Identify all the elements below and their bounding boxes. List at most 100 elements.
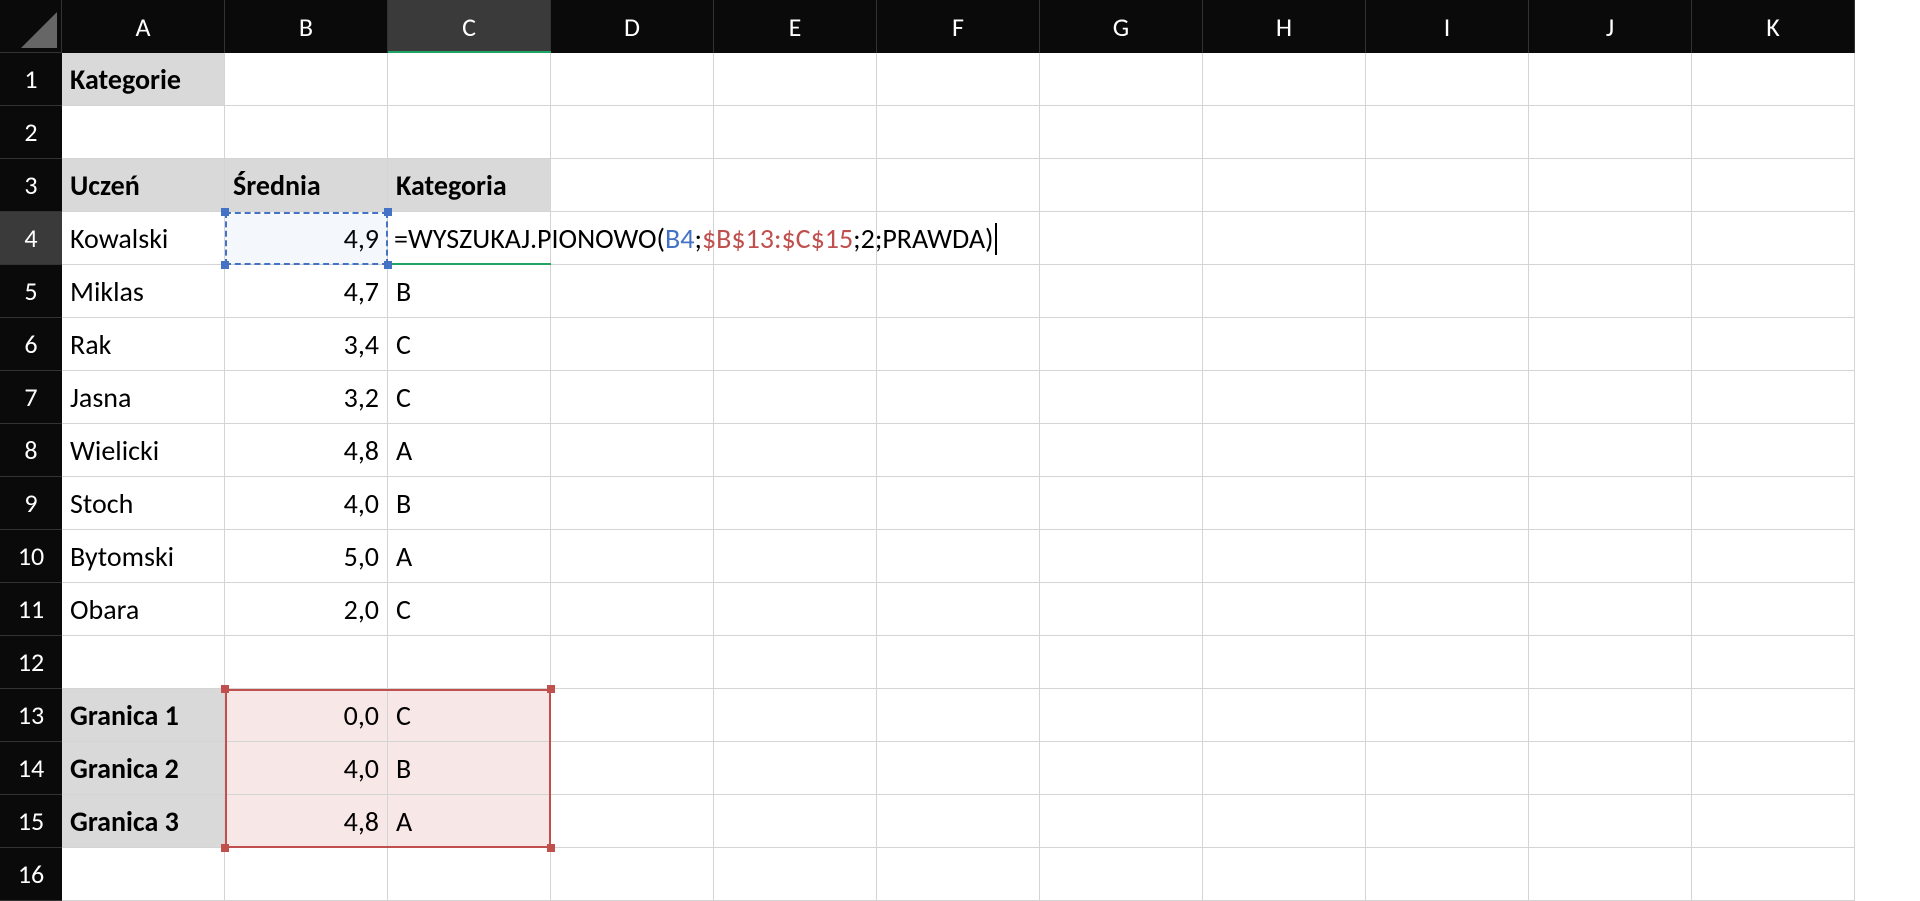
- cell-j9[interactable]: [1529, 477, 1692, 530]
- cell-k5[interactable]: [1692, 265, 1855, 318]
- cell-i12[interactable]: [1366, 636, 1529, 689]
- cell-j7[interactable]: [1529, 371, 1692, 424]
- cell-i16[interactable]: [1366, 848, 1529, 901]
- cell-a13[interactable]: Granica 1: [62, 689, 225, 742]
- col-header-k[interactable]: K: [1692, 0, 1855, 53]
- cell-g8[interactable]: [1040, 424, 1203, 477]
- cell-a9[interactable]: Stoch: [62, 477, 225, 530]
- cell-j8[interactable]: [1529, 424, 1692, 477]
- cell-d7[interactable]: [551, 371, 714, 424]
- cell-f5[interactable]: [877, 265, 1040, 318]
- cell-a10[interactable]: Bytomski: [62, 530, 225, 583]
- cell-b11[interactable]: 2,0: [225, 583, 388, 636]
- row-header-3[interactable]: 3: [0, 159, 62, 212]
- cell-k14[interactable]: [1692, 742, 1855, 795]
- cell-k6[interactable]: [1692, 318, 1855, 371]
- cell-j13[interactable]: [1529, 689, 1692, 742]
- cell-i10[interactable]: [1366, 530, 1529, 583]
- cell-k11[interactable]: [1692, 583, 1855, 636]
- cell-j6[interactable]: [1529, 318, 1692, 371]
- cell-a7[interactable]: Jasna: [62, 371, 225, 424]
- col-header-j[interactable]: J: [1529, 0, 1692, 53]
- cell-h4[interactable]: [1203, 212, 1366, 265]
- cell-e2[interactable]: [714, 106, 877, 159]
- cell-c15[interactable]: A: [388, 795, 551, 848]
- cell-e13[interactable]: [714, 689, 877, 742]
- cell-f9[interactable]: [877, 477, 1040, 530]
- col-header-e[interactable]: E: [714, 0, 877, 53]
- cell-b2[interactable]: [225, 106, 388, 159]
- col-header-b[interactable]: B: [225, 0, 388, 53]
- cell-h5[interactable]: [1203, 265, 1366, 318]
- cell-e8[interactable]: [714, 424, 877, 477]
- row-header-5[interactable]: 5: [0, 265, 62, 318]
- cell-i13[interactable]: [1366, 689, 1529, 742]
- cell-h15[interactable]: [1203, 795, 1366, 848]
- row-header-1[interactable]: 1: [0, 53, 62, 106]
- select-all-corner[interactable]: [0, 0, 62, 53]
- cell-e3[interactable]: [714, 159, 877, 212]
- cell-e7[interactable]: [714, 371, 877, 424]
- cell-h10[interactable]: [1203, 530, 1366, 583]
- cell-a11[interactable]: Obara: [62, 583, 225, 636]
- cell-b7[interactable]: 3,2: [225, 371, 388, 424]
- cell-c5[interactable]: B: [388, 265, 551, 318]
- cell-h1[interactable]: [1203, 53, 1366, 106]
- cell-i2[interactable]: [1366, 106, 1529, 159]
- cell-f6[interactable]: [877, 318, 1040, 371]
- cell-e12[interactable]: [714, 636, 877, 689]
- cell-c11[interactable]: C: [388, 583, 551, 636]
- cell-k8[interactable]: [1692, 424, 1855, 477]
- cell-c4[interactable]: [388, 212, 551, 265]
- cell-a14[interactable]: Granica 2: [62, 742, 225, 795]
- cell-f7[interactable]: [877, 371, 1040, 424]
- cell-a16[interactable]: [62, 848, 225, 901]
- cell-c13[interactable]: C: [388, 689, 551, 742]
- cell-j5[interactable]: [1529, 265, 1692, 318]
- range-handle[interactable]: [221, 208, 229, 216]
- cell-k2[interactable]: [1692, 106, 1855, 159]
- cell-h6[interactable]: [1203, 318, 1366, 371]
- cell-c10[interactable]: A: [388, 530, 551, 583]
- cell-h16[interactable]: [1203, 848, 1366, 901]
- cell-g10[interactable]: [1040, 530, 1203, 583]
- cell-h12[interactable]: [1203, 636, 1366, 689]
- cell-g3[interactable]: [1040, 159, 1203, 212]
- cell-k9[interactable]: [1692, 477, 1855, 530]
- row-header-13[interactable]: 13: [0, 689, 62, 742]
- cell-d12[interactable]: [551, 636, 714, 689]
- cell-b5[interactable]: 4,7: [225, 265, 388, 318]
- cell-h2[interactable]: [1203, 106, 1366, 159]
- cell-e4[interactable]: [714, 212, 877, 265]
- cell-c3[interactable]: Kategoria: [388, 159, 551, 212]
- cell-d5[interactable]: [551, 265, 714, 318]
- spreadsheet-grid[interactable]: ABCDEFGHIJK1Kategorie23UczeńŚredniaKateg…: [0, 0, 1920, 901]
- cell-g14[interactable]: [1040, 742, 1203, 795]
- cell-h14[interactable]: [1203, 742, 1366, 795]
- cell-d10[interactable]: [551, 530, 714, 583]
- cell-h8[interactable]: [1203, 424, 1366, 477]
- cell-b3[interactable]: Średnia: [225, 159, 388, 212]
- cell-i14[interactable]: [1366, 742, 1529, 795]
- cell-d13[interactable]: [551, 689, 714, 742]
- cell-g5[interactable]: [1040, 265, 1203, 318]
- cell-d16[interactable]: [551, 848, 714, 901]
- cell-d14[interactable]: [551, 742, 714, 795]
- cell-i5[interactable]: [1366, 265, 1529, 318]
- cell-d15[interactable]: [551, 795, 714, 848]
- cell-k1[interactable]: [1692, 53, 1855, 106]
- cell-e11[interactable]: [714, 583, 877, 636]
- cell-j12[interactable]: [1529, 636, 1692, 689]
- row-header-11[interactable]: 11: [0, 583, 62, 636]
- cell-d6[interactable]: [551, 318, 714, 371]
- cell-i1[interactable]: [1366, 53, 1529, 106]
- cell-b1[interactable]: [225, 53, 388, 106]
- cell-j4[interactable]: [1529, 212, 1692, 265]
- cell-j15[interactable]: [1529, 795, 1692, 848]
- cell-c9[interactable]: B: [388, 477, 551, 530]
- row-header-4[interactable]: 4: [0, 212, 62, 265]
- cell-i11[interactable]: [1366, 583, 1529, 636]
- cell-d9[interactable]: [551, 477, 714, 530]
- row-header-9[interactable]: 9: [0, 477, 62, 530]
- cell-h7[interactable]: [1203, 371, 1366, 424]
